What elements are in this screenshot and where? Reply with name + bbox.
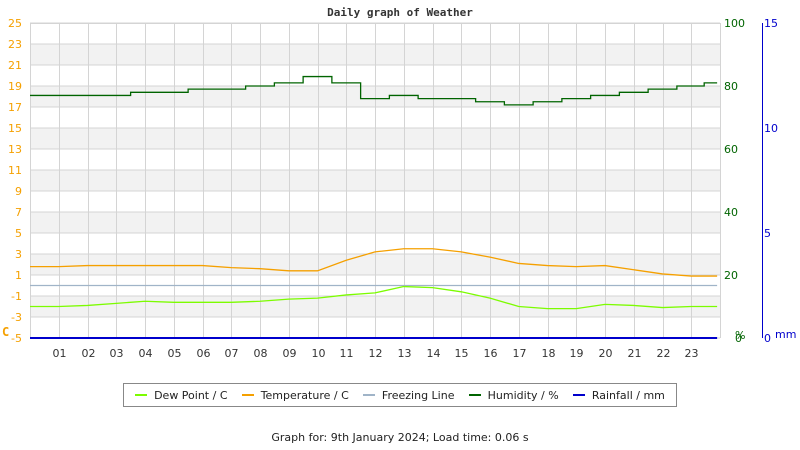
legend-label: Humidity / % — [487, 388, 559, 402]
legend-swatch-icon — [241, 394, 254, 396]
x-tick-label: 19 — [570, 347, 584, 360]
left-tick-label: 23 — [8, 38, 22, 51]
legend-swatch-icon — [135, 394, 148, 396]
legend-swatch-icon — [468, 394, 481, 396]
x-tick-label: 07 — [225, 347, 239, 360]
x-tick-label: 18 — [542, 347, 556, 360]
x-tick-label: 01 — [53, 347, 67, 360]
graph-footer: Graph for: 9th January 2024; Load time: … — [271, 431, 529, 444]
humidity-tick-label: 20 — [724, 269, 738, 282]
legend-swatch-icon — [572, 394, 585, 396]
humidity-tick-label: 0 — [735, 332, 742, 345]
x-tick-label: 23 — [685, 347, 699, 360]
legend-label: Dew Point / C — [154, 388, 228, 402]
series-dew-point-c — [30, 285, 718, 310]
series-humidity — [30, 75, 718, 106]
left-tick-label: -1 — [11, 290, 22, 303]
legend-label: Rainfall / mm — [591, 388, 665, 402]
legend-item: Dew Point / C — [135, 388, 228, 402]
rain-unit-label: mm — [775, 328, 796, 341]
x-tick-label: 20 — [599, 347, 613, 360]
x-tick-label: 03 — [110, 347, 124, 360]
x-tick-label: 04 — [139, 347, 153, 360]
rain-tick-label: 10 — [764, 122, 778, 135]
legend-item: Freezing Line — [362, 388, 455, 402]
axes: 01 02 03 04 05 06 07 08 09 10 11 12 13 14 15 16 17 18 19 20… — [2, 17, 796, 360]
x-tick-label: 12 — [369, 347, 383, 360]
rain-tick-label: 5 — [764, 227, 771, 240]
x-tick-label: 11 — [340, 347, 354, 360]
chart-title: Daily graph of Weather — [327, 6, 473, 19]
humidity-tick-label: 60 — [724, 143, 738, 156]
rain-tick-label: 15 — [764, 17, 778, 30]
x-tick-label: 13 — [398, 347, 412, 360]
x-tick-label: 17 — [513, 347, 527, 360]
left-tick-label: 25 — [8, 17, 22, 30]
x-tick-label: 02 — [82, 347, 96, 360]
left-tick-label: 9 — [15, 185, 22, 198]
left-tick-label: 7 — [15, 206, 22, 219]
humidity-tick-label: 80 — [724, 80, 738, 93]
left-tick-label: 1 — [15, 269, 22, 282]
series-temperature-c — [30, 248, 718, 277]
left-tick-label: 11 — [8, 164, 22, 177]
left-tick-label: 5 — [15, 227, 22, 240]
legend-label: Temperature / C — [260, 388, 349, 402]
data-series — [30, 75, 718, 339]
legend: Dew Point / C Temperature / C Freezing Lin… — [123, 383, 677, 407]
x-tick-label: 08 — [254, 347, 268, 360]
x-tick-label: 16 — [484, 347, 498, 360]
legend-label: Freezing Line — [381, 388, 455, 402]
x-tick-label: 21 — [628, 347, 642, 360]
weather-chart: 01 02 03 04 05 06 07 08 09 10 11 12 13 14 15 16 17 18 19 20… — [2, 17, 796, 360]
x-tick-label: 22 — [657, 347, 671, 360]
grid-lines — [30, 22, 721, 339]
left-unit-label: C — [2, 325, 9, 339]
left-tick-label: 3 — [15, 248, 22, 261]
humidity-unit-label: % — [735, 329, 745, 342]
x-tick-label: 15 — [455, 347, 469, 360]
legend-item: Temperature / C — [241, 388, 349, 402]
legend-swatch-icon — [362, 394, 375, 396]
humidity-tick-label: 40 — [724, 206, 738, 219]
left-tick-label: -3 — [11, 311, 22, 324]
left-tick-label: 15 — [8, 122, 22, 135]
humidity-tick-label: 100 — [724, 17, 745, 30]
left-tick-label: 17 — [8, 101, 22, 114]
left-tick-label: 21 — [8, 59, 22, 72]
left-tick-label: 13 — [8, 143, 22, 156]
x-tick-label: 05 — [168, 347, 182, 360]
rain-tick-label: 0 — [764, 332, 771, 345]
x-tick-label: 10 — [312, 347, 326, 360]
left-tick-label: 19 — [8, 80, 22, 93]
left-tick-label: -5 — [11, 332, 22, 345]
legend-item: Humidity / % — [468, 388, 559, 402]
legend-item: Rainfall / mm — [572, 388, 665, 402]
x-tick-label: 09 — [283, 347, 297, 360]
x-tick-label: 14 — [427, 347, 441, 360]
x-tick-label: 06 — [197, 347, 211, 360]
